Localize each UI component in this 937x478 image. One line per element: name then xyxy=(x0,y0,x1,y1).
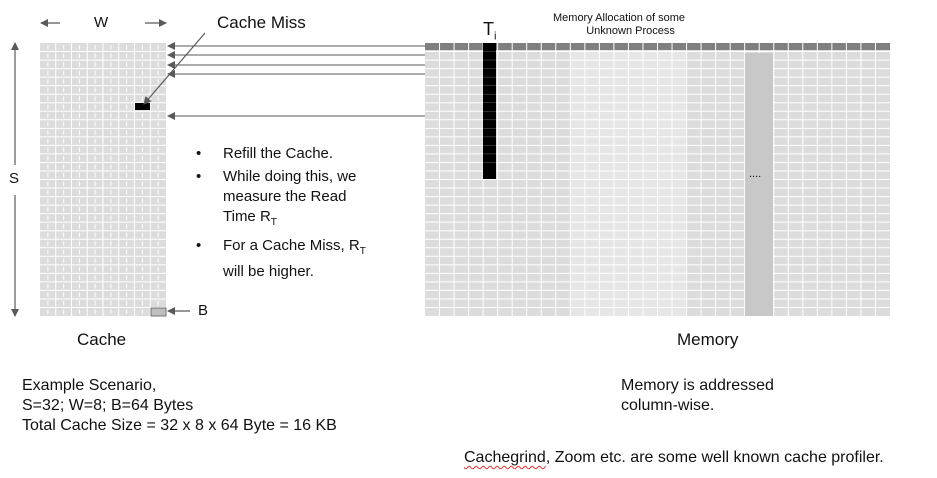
ti-label-sub: i xyxy=(494,30,497,43)
cache-block-b xyxy=(150,307,167,317)
ti-label: Ti xyxy=(483,19,496,44)
cache-grid xyxy=(40,43,167,317)
cache-caption: Cache xyxy=(77,330,127,349)
memory-allocation-line2: Unknown Process xyxy=(586,25,675,38)
memory-addressing-note: Memory is addressed column-wise. xyxy=(621,377,774,414)
ti-label-main: T xyxy=(483,19,494,39)
memory-allocation-line1: Memory Allocation of some xyxy=(553,12,686,24)
memory-grid xyxy=(425,43,890,316)
cache-miss-label: Cache Miss xyxy=(217,13,306,32)
w-label: W xyxy=(94,14,109,31)
example-scenario: Example Scenario, S=32; W=8; B=64 Bytes … xyxy=(22,376,337,436)
scenario-total-size: Total Cache Size = 32 x 8 x 64 Byte = 16… xyxy=(22,417,337,434)
s-label: S xyxy=(9,170,20,187)
profiler-note: Cachegrind, Zoom etc. are some well know… xyxy=(464,448,884,467)
scenario-parameters: S=32; W=8; B=64 Bytes xyxy=(22,397,194,414)
note-cache-miss-higher: For a Cache Miss, RT will be higher. xyxy=(196,236,366,282)
memory-highlight-column xyxy=(745,53,773,316)
cache-miss-block xyxy=(135,103,150,110)
note-measure-read-time: While doing this, we measure the Read Ti… xyxy=(196,167,366,233)
memory-allocation-title: Memory Allocation of some Unknown Proces… xyxy=(553,12,685,38)
memory-caption: Memory xyxy=(677,330,739,349)
cachegrind-word: Cachegrind xyxy=(464,449,546,466)
cache-refill-notes: Refill the Cache. While doing this, we m… xyxy=(196,144,366,285)
b-label: B xyxy=(198,302,209,319)
scenario-title: Example Scenario, xyxy=(22,377,157,394)
column-ellipsis: .... xyxy=(749,168,762,180)
note-refill: Refill the Cache. xyxy=(196,144,366,164)
profiler-note-rest: , Zoom etc. are some well known cache pr… xyxy=(545,449,884,466)
